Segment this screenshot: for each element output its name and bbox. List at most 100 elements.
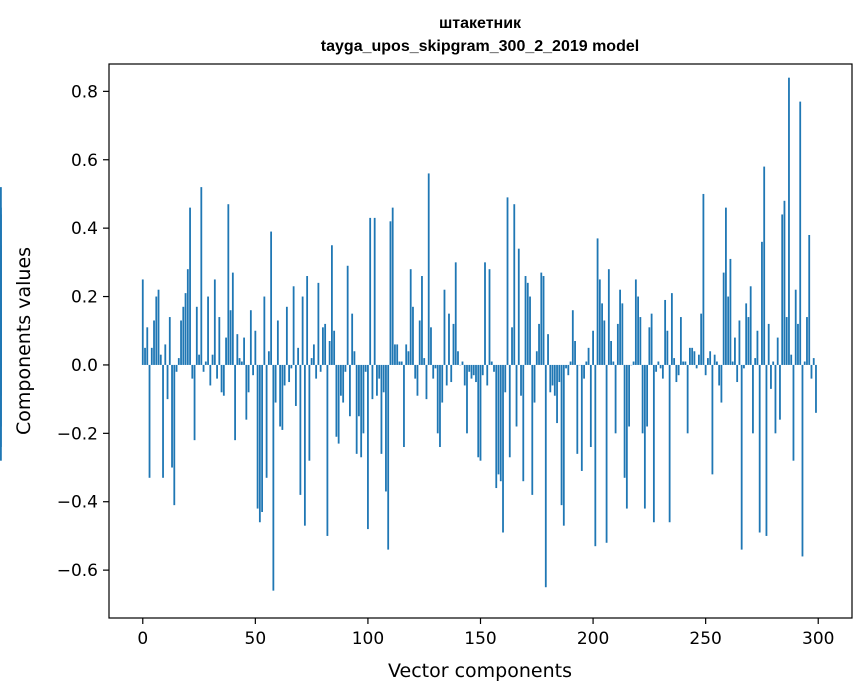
bar-92 <box>349 364 351 417</box>
bar-242 <box>686 364 689 434</box>
bar-182 <box>551 364 554 386</box>
bar-256 <box>718 364 721 386</box>
bar-159 <box>499 364 502 482</box>
bar-50 <box>254 330 257 365</box>
bar-81 <box>324 323 327 365</box>
bar-103 <box>373 217 376 365</box>
bar-299 <box>815 364 817 413</box>
bar-1 <box>144 347 146 365</box>
bar-250 <box>704 364 707 376</box>
y-tick-label: −0.6 <box>57 561 98 581</box>
bar-89 <box>342 364 345 403</box>
bar-262 <box>731 361 734 365</box>
bar-31 <box>211 354 214 365</box>
bar-109 <box>387 364 390 550</box>
bar-173 <box>531 364 534 495</box>
bar-124 <box>421 276 423 365</box>
bar-22 <box>191 364 194 379</box>
bar-267 <box>743 364 745 369</box>
bar-26 <box>200 187 203 365</box>
bar-153 <box>486 364 489 386</box>
bar-253 <box>711 364 714 475</box>
plot-frame <box>108 63 853 619</box>
y-tick-label: 0.2 <box>71 288 98 308</box>
bar-34 <box>218 317 221 365</box>
bar-208 <box>610 341 612 365</box>
bar-77 <box>315 364 318 379</box>
bar-20 <box>186 269 189 365</box>
bar-123 <box>418 320 421 365</box>
bar-133 <box>441 364 444 403</box>
bar-3 <box>148 364 151 478</box>
bars-group <box>0 77 817 591</box>
bar-287 <box>788 77 790 365</box>
bar-167 <box>517 248 520 365</box>
bar-205 <box>603 320 606 365</box>
bar-156 <box>493 364 495 372</box>
bar-35 <box>220 364 223 393</box>
bar-85 <box>333 330 336 365</box>
bar-44 <box>240 361 243 365</box>
bar-277 <box>765 364 768 536</box>
bar-263 <box>734 337 736 365</box>
bar-210 <box>614 364 617 434</box>
bar-266 <box>740 364 743 550</box>
bar-73 <box>306 276 309 365</box>
bar-285 <box>783 200 786 365</box>
bar-155 <box>490 361 493 365</box>
bar-251 <box>707 358 709 365</box>
bar-164 <box>511 327 513 365</box>
bar-76 <box>312 344 315 365</box>
bar-229 <box>657 361 660 365</box>
x-tick-label: 300 <box>802 629 834 649</box>
bar-239 <box>679 317 682 365</box>
bar-207 <box>607 269 610 365</box>
bar-113 <box>396 344 399 365</box>
bar-272 <box>754 358 757 365</box>
bar-40 <box>231 272 234 365</box>
bar-224 <box>646 364 649 427</box>
x-axis: 0 50 100 150 200 250 300 <box>137 618 834 649</box>
y-tick-label: 0.8 <box>71 82 98 102</box>
bar-142 <box>461 361 464 365</box>
bar-234 <box>668 364 671 523</box>
bar-215 <box>625 364 628 509</box>
bar-255 <box>716 361 718 365</box>
bar-295 <box>806 317 808 365</box>
bar-18 <box>182 306 185 365</box>
bar-129 <box>432 364 435 379</box>
bar-252 <box>709 351 712 365</box>
bar-226 <box>650 313 653 365</box>
bar-147 <box>472 364 475 376</box>
bar-21 <box>189 207 191 365</box>
bar-43 <box>238 358 241 365</box>
bar-131 <box>436 364 439 434</box>
bar-283 <box>779 364 781 420</box>
bar-122 <box>416 364 419 396</box>
bar-139 <box>454 262 457 365</box>
bar-64 <box>285 306 288 365</box>
bar-99 <box>364 364 367 372</box>
bar-298 <box>812 358 815 365</box>
bar-59 <box>274 364 277 403</box>
bar-290 <box>794 289 797 365</box>
bar-166 <box>515 364 518 427</box>
bar-137 <box>450 364 453 383</box>
bar-168 <box>520 364 522 396</box>
chart-subtitle: tayga_upos_skipgram_300_2_2019 model <box>321 38 639 55</box>
bar-246 <box>695 364 698 369</box>
bar-121 <box>414 364 417 379</box>
bar-288 <box>790 354 793 365</box>
bar-230 <box>659 364 662 369</box>
bar-48 <box>249 310 252 365</box>
bar-293 <box>801 364 804 557</box>
bar-56 <box>267 351 270 365</box>
bar-254 <box>713 354 716 365</box>
bar-209 <box>612 361 615 365</box>
bar-8 <box>159 354 162 365</box>
y-tick-label: 0.4 <box>71 219 98 239</box>
bar-225 <box>648 327 651 365</box>
bar-13 <box>171 364 173 468</box>
bar-96 <box>358 364 360 417</box>
